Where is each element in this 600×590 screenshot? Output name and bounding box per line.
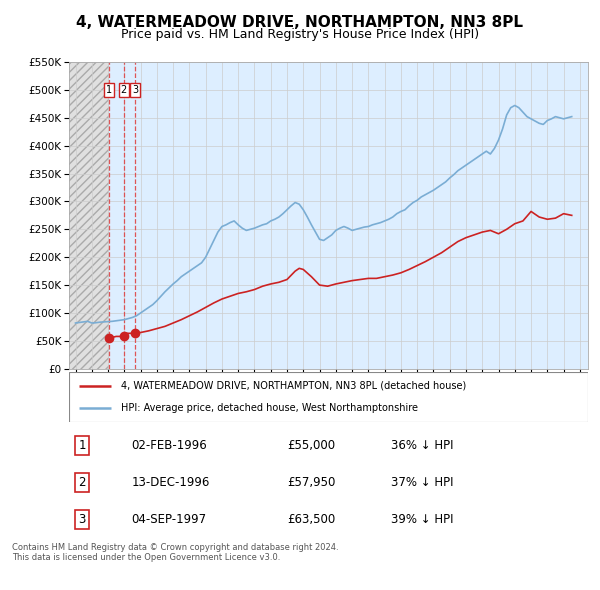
Text: £63,500: £63,500 (287, 513, 335, 526)
Text: £55,000: £55,000 (287, 439, 335, 452)
FancyBboxPatch shape (69, 372, 588, 422)
Text: 4, WATERMEADOW DRIVE, NORTHAMPTON, NN3 8PL: 4, WATERMEADOW DRIVE, NORTHAMPTON, NN3 8… (77, 15, 523, 30)
Text: 1: 1 (106, 85, 112, 95)
Text: 37% ↓ HPI: 37% ↓ HPI (391, 476, 453, 489)
Text: £57,950: £57,950 (287, 476, 335, 489)
Text: 4, WATERMEADOW DRIVE, NORTHAMPTON, NN3 8PL (detached house): 4, WATERMEADOW DRIVE, NORTHAMPTON, NN3 8… (121, 381, 466, 391)
Text: 36% ↓ HPI: 36% ↓ HPI (391, 439, 453, 452)
Text: 13-DEC-1996: 13-DEC-1996 (131, 476, 209, 489)
Text: Price paid vs. HM Land Registry's House Price Index (HPI): Price paid vs. HM Land Registry's House … (121, 28, 479, 41)
Text: 2: 2 (78, 476, 86, 489)
Text: Contains HM Land Registry data © Crown copyright and database right 2024.
This d: Contains HM Land Registry data © Crown c… (12, 543, 338, 562)
Text: 39% ↓ HPI: 39% ↓ HPI (391, 513, 453, 526)
Text: 04-SEP-1997: 04-SEP-1997 (131, 513, 206, 526)
Text: 1: 1 (78, 439, 86, 452)
Text: 2: 2 (121, 85, 127, 95)
Bar (109, 62, 588, 369)
Text: 02-FEB-1996: 02-FEB-1996 (131, 439, 207, 452)
Text: HPI: Average price, detached house, West Northamptonshire: HPI: Average price, detached house, West… (121, 403, 418, 413)
Bar (69, 62, 109, 369)
Text: 3: 3 (132, 85, 138, 95)
Text: 3: 3 (78, 513, 86, 526)
